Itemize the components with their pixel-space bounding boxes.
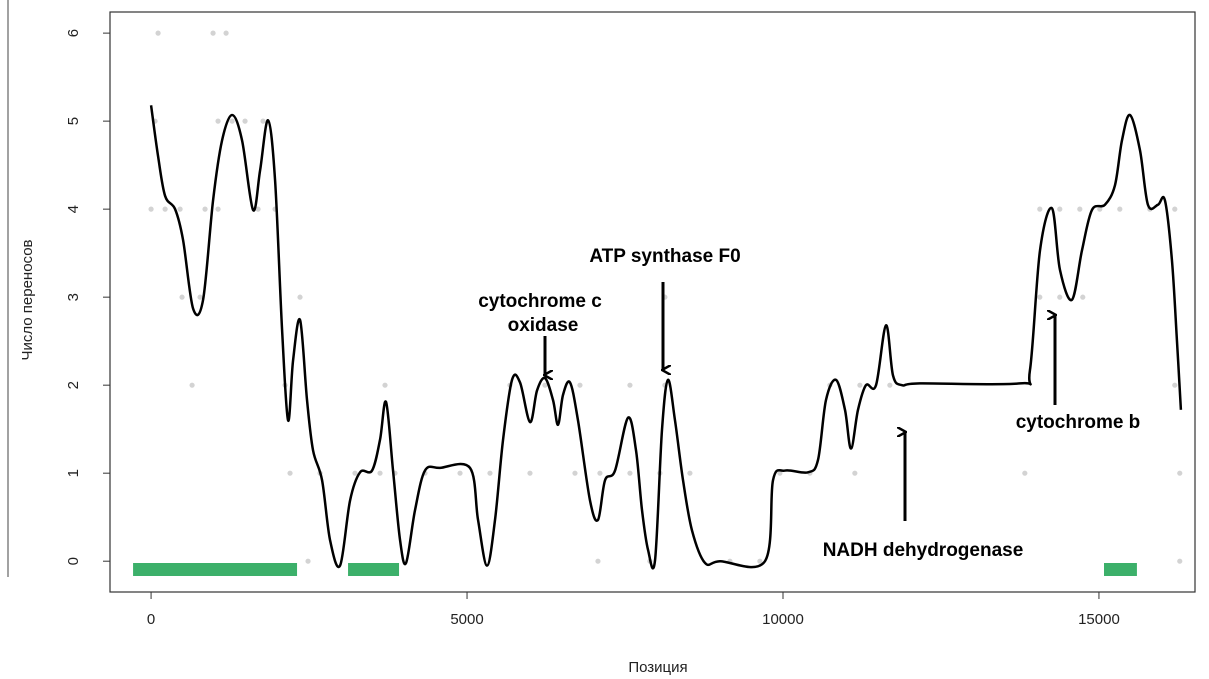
point	[1022, 470, 1028, 476]
y-tick-label: 3	[65, 293, 82, 301]
point	[177, 206, 183, 212]
point	[857, 382, 863, 388]
point	[542, 382, 548, 388]
point	[148, 206, 154, 212]
point	[202, 206, 208, 212]
gene-region	[1104, 563, 1137, 576]
plot-frame	[109, 11, 1196, 593]
annotation: cytochrome b	[1016, 412, 1141, 433]
point	[577, 382, 583, 388]
point	[1177, 558, 1183, 564]
y-axis-label: Число переносов	[19, 239, 36, 360]
point	[189, 382, 195, 388]
point	[1057, 294, 1063, 300]
y-tick-label: 1	[65, 469, 82, 477]
point	[1080, 294, 1086, 300]
point	[687, 470, 693, 476]
point	[1057, 206, 1063, 212]
point	[229, 118, 235, 124]
x-axis-label: Позиция	[628, 659, 687, 676]
point	[287, 470, 293, 476]
x-tick-label: 10000	[762, 611, 804, 628]
point	[487, 470, 493, 476]
point	[260, 118, 266, 124]
point	[215, 118, 221, 124]
point	[457, 470, 463, 476]
point	[155, 30, 161, 36]
point	[777, 470, 783, 476]
x-tick-label: 15000	[1078, 611, 1120, 628]
point	[1097, 206, 1103, 212]
point	[1172, 382, 1178, 388]
plot-layer: 0 5000 10000 15000 0 1 2 3 4 5 6	[65, 29, 1183, 628]
point	[1177, 470, 1183, 476]
annotation: oxidase	[508, 315, 579, 336]
point	[572, 470, 578, 476]
point	[215, 206, 221, 212]
annotation: NADH dehydrogenase	[823, 540, 1024, 561]
point	[297, 294, 303, 300]
point	[887, 382, 893, 388]
gene-region	[133, 563, 298, 576]
y-tick-label: 2	[65, 381, 82, 389]
point	[242, 118, 248, 124]
point	[305, 558, 311, 564]
point	[757, 558, 763, 564]
smooth-line	[149, 105, 1183, 570]
point	[210, 30, 216, 36]
point	[597, 470, 603, 476]
point	[1037, 206, 1043, 212]
annotation: ATP synthase F0	[589, 246, 740, 267]
point	[179, 294, 185, 300]
x-tick-label: 5000	[450, 611, 483, 628]
y-tick-label: 0	[65, 557, 82, 565]
x-tick-label: 0	[147, 611, 155, 628]
point	[197, 294, 203, 300]
point	[1172, 206, 1178, 212]
point	[627, 382, 633, 388]
point	[1077, 206, 1083, 212]
point	[527, 470, 533, 476]
point	[162, 206, 168, 212]
point	[382, 382, 388, 388]
y-tick-label: 5	[65, 117, 82, 125]
y-tick-label: 6	[65, 29, 82, 37]
gene-region	[348, 563, 400, 576]
point	[595, 558, 601, 564]
point	[1117, 206, 1123, 212]
point	[223, 30, 229, 36]
y-tick-label: 4	[65, 205, 82, 213]
point	[255, 206, 261, 212]
arrows	[545, 282, 1055, 521]
point	[1037, 294, 1043, 300]
annotation: cytochrome c	[478, 291, 602, 312]
point	[352, 470, 358, 476]
point	[377, 470, 383, 476]
point	[627, 470, 633, 476]
point	[852, 470, 858, 476]
